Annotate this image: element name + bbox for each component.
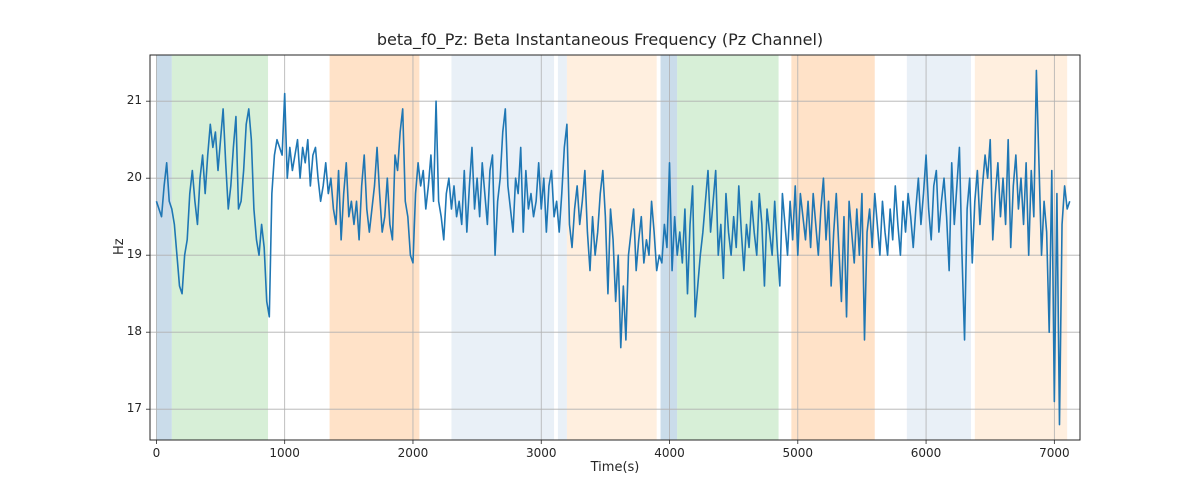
y-tick-label: 19 <box>127 247 142 261</box>
x-tick-label: 0 <box>131 446 181 460</box>
chart-title: beta_f0_Pz: Beta Instantaneous Frequency… <box>0 30 1200 49</box>
y-tick-label: 20 <box>127 170 142 184</box>
y-tick-label: 17 <box>127 401 142 415</box>
chart-plot-area <box>0 0 1200 500</box>
x-axis-label: Time(s) <box>150 460 1080 475</box>
x-tick-label: 3000 <box>516 446 566 460</box>
x-tick-label: 1000 <box>260 446 310 460</box>
x-tick-label: 2000 <box>388 446 438 460</box>
y-tick-label: 18 <box>127 324 142 338</box>
x-tick-label: 4000 <box>645 446 695 460</box>
y-axis-label: Hz <box>112 238 127 255</box>
x-tick-label: 7000 <box>1029 446 1079 460</box>
x-tick-label: 5000 <box>773 446 823 460</box>
x-tick-label: 6000 <box>901 446 951 460</box>
beta-frequency-figure: beta_f0_Pz: Beta Instantaneous Frequency… <box>0 0 1200 500</box>
y-tick-label: 21 <box>127 93 142 107</box>
